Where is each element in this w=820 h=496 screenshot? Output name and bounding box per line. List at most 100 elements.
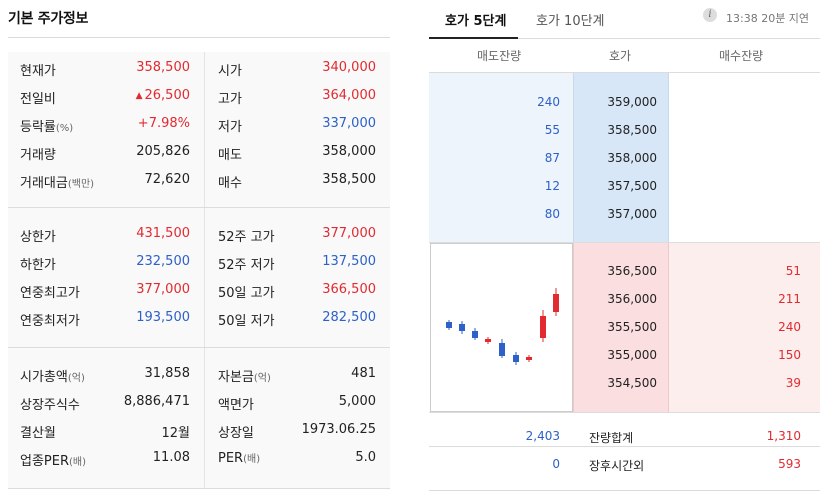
stat-value-text: 358,500 (136, 60, 190, 75)
ask-price-area (573, 73, 669, 243)
candle-body (472, 331, 478, 338)
bid-price: 355,000 (607, 348, 657, 362)
stat-label-text: 시가총액 (20, 370, 68, 385)
ask-row[interactable]: 55 358,500 (429, 117, 820, 145)
stat-label-text: 전일비 (20, 92, 56, 107)
column-divider (204, 348, 205, 488)
ask-volume: 12 (544, 179, 560, 193)
stat-label: 하한가 (20, 254, 56, 273)
ask-volume: 87 (544, 151, 560, 165)
footer-divider (429, 446, 820, 447)
bid-volume: 51 (785, 264, 801, 278)
stat-value: +7.98% (138, 116, 190, 131)
stat-label: 전일비 (20, 88, 56, 107)
stat-value: 8,886,471 (124, 394, 190, 409)
stat-label-unit: (%) (55, 123, 74, 134)
stat-label-text: 매수 (218, 176, 242, 191)
stat-value: 481 (351, 366, 376, 381)
stat-value-text: 232,500 (136, 254, 190, 269)
stat-value: 358,500 (322, 172, 376, 187)
stat-label-text: 결산월 (20, 426, 56, 441)
stat-label-unit: (억) (253, 373, 271, 384)
stat-row: 거래량 205,826 매도 358,000 (8, 138, 390, 166)
candle-body (499, 343, 505, 356)
company-stats-block: 시가총액(억) 31,858 자본금(억) 481 상장주식수 8,886,471 액면가 5… (8, 348, 390, 489)
stat-value-text: 11.08 (152, 450, 190, 465)
stat-value-text: 26,500 (144, 88, 191, 103)
stat-label: 매수 (218, 172, 242, 191)
stat-label-text: 고가 (218, 92, 242, 107)
info-icon[interactable]: i (703, 8, 717, 22)
stat-value: 137,500 (322, 254, 376, 269)
ask-price: 358,000 (607, 151, 657, 165)
stat-label-unit: (백만) (67, 179, 95, 190)
stat-row: 등락률(%) +7.98% 저가 337,000 (8, 110, 390, 138)
header-price: 호가 (609, 49, 632, 63)
stat-value: 193,500 (136, 310, 190, 325)
ask-row[interactable]: 240 359,000 (429, 89, 820, 117)
stat-value: 72,620 (145, 172, 191, 187)
ask-volume-area (429, 73, 573, 243)
stat-label: 등락률(%) (20, 116, 73, 135)
stat-label-text: 하한가 (20, 258, 56, 273)
stat-value-text: +7.98% (137, 116, 190, 131)
footer-left-value: 2,403 (525, 429, 560, 443)
bid-volume-area (669, 243, 820, 412)
stat-label-text: 거래대금 (20, 176, 68, 191)
stat-label-text: 등락률 (20, 120, 56, 135)
ask-price: 357,000 (607, 207, 657, 221)
stat-value: 205,826 (136, 144, 190, 159)
stat-value: 358,500 (136, 60, 190, 75)
up-arrow-icon: ▲ (135, 91, 143, 101)
stat-label: 상장일 (218, 422, 254, 441)
tab-10-levels[interactable]: 호가 10단계 (536, 14, 605, 29)
stat-label: 액면가 (218, 394, 254, 413)
ask-row[interactable]: 80 357,000 (429, 201, 820, 229)
orderbook-panel: 호가 5단계 호가 10단계 i 13:38 20분 지연 매도잔량 호가 매수… (429, 0, 820, 496)
footer-row: 2,403 잔량합계 1,310 (429, 423, 820, 451)
ask-row[interactable]: 87 358,000 (429, 145, 820, 173)
stat-label-text: 현재가 (20, 64, 56, 79)
stat-label: 고가 (218, 88, 242, 107)
footer-right-value: 593 (778, 457, 801, 471)
stat-label-text: 연중최고가 (20, 286, 80, 301)
footer-divider-top (429, 412, 820, 413)
stat-row: 시가총액(억) 31,858 자본금(억) 481 (8, 360, 390, 388)
stat-row: 상장주식수 8,886,471 액면가 5,000 (8, 388, 390, 416)
tab-divider (518, 38, 820, 39)
header-sell-volume: 매도잔량 (477, 49, 522, 63)
bid-price: 356,000 (607, 292, 657, 306)
bid-row[interactable]: 355,500 240 (429, 314, 820, 342)
tab-5-levels[interactable]: 호가 5단계 (445, 14, 507, 29)
bid-row[interactable]: 355,000 150 (429, 342, 820, 370)
bid-row[interactable]: 354,500 39 (429, 370, 820, 398)
stat-label-text: 52주 고가 (218, 230, 275, 245)
stat-label: 연중최저가 (20, 310, 80, 329)
stat-value-text: 205,826 (136, 144, 190, 159)
panel-title: 기본 주가정보 (8, 11, 89, 27)
bid-row[interactable]: 356,000 211 (429, 286, 820, 314)
ask-row[interactable]: 12 357,500 (429, 173, 820, 201)
stat-value: 431,500 (136, 226, 190, 241)
stat-label: 결산월 (20, 422, 56, 441)
stat-label: 50일 고가 (218, 282, 275, 301)
stat-label-text: PER (218, 451, 244, 466)
stat-value-text: 377,000 (136, 282, 190, 297)
stat-value: 377,000 (136, 282, 190, 297)
stat-label: 시가 (218, 60, 242, 79)
stat-value: 11.08 (153, 450, 190, 465)
stat-value-text: 12월 (161, 426, 190, 441)
candle-body (459, 324, 465, 331)
column-divider (204, 52, 205, 207)
stat-label-text: 상한가 (20, 230, 56, 245)
stat-label: 52주 고가 (218, 226, 275, 245)
stat-value-text: 31,858 (144, 366, 191, 381)
ask-price: 357,500 (607, 179, 657, 193)
stat-label-unit: (억) (67, 373, 85, 384)
footer-left-value: 0 (552, 457, 560, 471)
stat-label: 50일 저가 (218, 310, 275, 329)
stat-label: 연중최고가 (20, 282, 80, 301)
bid-row[interactable]: 356,500 51 (429, 258, 820, 286)
stat-value: 358,000 (322, 144, 376, 159)
stat-label-text: 52주 저가 (218, 258, 275, 273)
